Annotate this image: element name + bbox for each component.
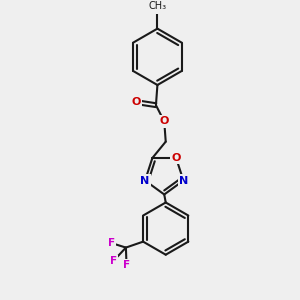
Text: F: F [110,256,117,266]
Text: O: O [160,116,169,127]
Text: N: N [179,176,188,185]
Text: O: O [132,97,141,107]
Text: CH₃: CH₃ [148,1,166,11]
Text: N: N [140,176,150,185]
Text: F: F [108,238,115,248]
Text: O: O [171,153,181,163]
Text: F: F [123,260,130,270]
